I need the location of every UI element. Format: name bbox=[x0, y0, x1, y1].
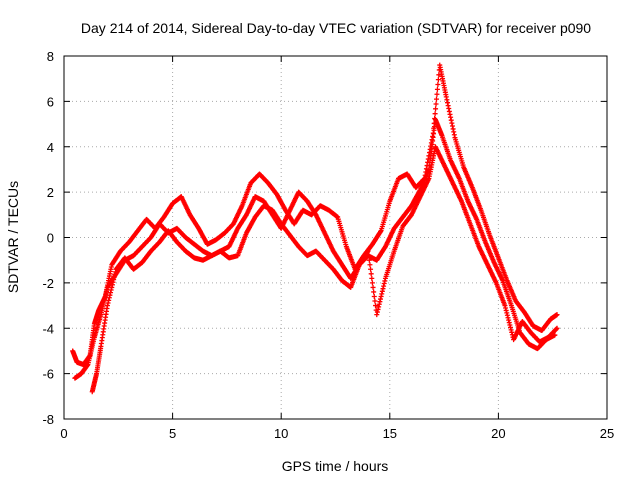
data-point bbox=[373, 303, 379, 309]
data-point bbox=[432, 111, 438, 117]
data-point bbox=[369, 280, 375, 286]
y-tick-label: 8 bbox=[47, 49, 54, 64]
data-point bbox=[368, 271, 374, 277]
x-tick-label: 20 bbox=[491, 426, 505, 441]
chart-title: Day 214 of 2014, Sidereal Day-to-day VTE… bbox=[81, 20, 591, 36]
data-point bbox=[554, 325, 560, 331]
data-point bbox=[370, 284, 376, 290]
axis-ticks: 0 5 10 15 20 25 -8 -6 -4 -2 0 2 4 6 8 bbox=[42, 49, 614, 441]
data-point bbox=[366, 257, 372, 263]
grid-lines bbox=[64, 56, 607, 419]
y-tick-label: 4 bbox=[47, 140, 54, 155]
x-tick-label: 0 bbox=[60, 426, 67, 441]
data-points bbox=[70, 62, 560, 395]
y-tick-label: 6 bbox=[47, 94, 54, 109]
plot-frame bbox=[63, 55, 608, 420]
y-tick-label: -2 bbox=[42, 276, 54, 291]
data-point bbox=[369, 275, 375, 281]
data-point bbox=[435, 82, 441, 88]
data-point bbox=[434, 86, 440, 92]
data-point bbox=[368, 266, 374, 272]
series-track-3 bbox=[89, 144, 560, 395]
data-point bbox=[433, 96, 439, 102]
x-tick-label: 25 bbox=[600, 426, 614, 441]
data-point bbox=[371, 293, 377, 299]
x-tick-label: 5 bbox=[169, 426, 176, 441]
data-point bbox=[434, 91, 440, 97]
y-tick-label: -6 bbox=[42, 367, 54, 382]
data-point bbox=[371, 289, 377, 295]
data-point bbox=[554, 312, 560, 318]
y-tick-label: -8 bbox=[42, 412, 54, 427]
data-point bbox=[366, 253, 372, 259]
y-tick-label: 0 bbox=[47, 231, 54, 246]
x-axis-label: GPS time / hours bbox=[282, 458, 389, 474]
data-point bbox=[435, 77, 441, 83]
data-point bbox=[433, 101, 439, 107]
x-tick-label: 15 bbox=[383, 426, 397, 441]
data-point bbox=[365, 248, 371, 254]
series-track-2 bbox=[72, 117, 558, 381]
y-tick-label: -4 bbox=[42, 321, 54, 336]
x-tick-label: 10 bbox=[274, 426, 288, 441]
data-point bbox=[372, 298, 378, 304]
y-axis-label: SDTVAR / TECUs bbox=[5, 181, 21, 293]
y-tick-label: 2 bbox=[47, 185, 54, 200]
data-point bbox=[433, 106, 439, 112]
data-point bbox=[367, 262, 373, 268]
